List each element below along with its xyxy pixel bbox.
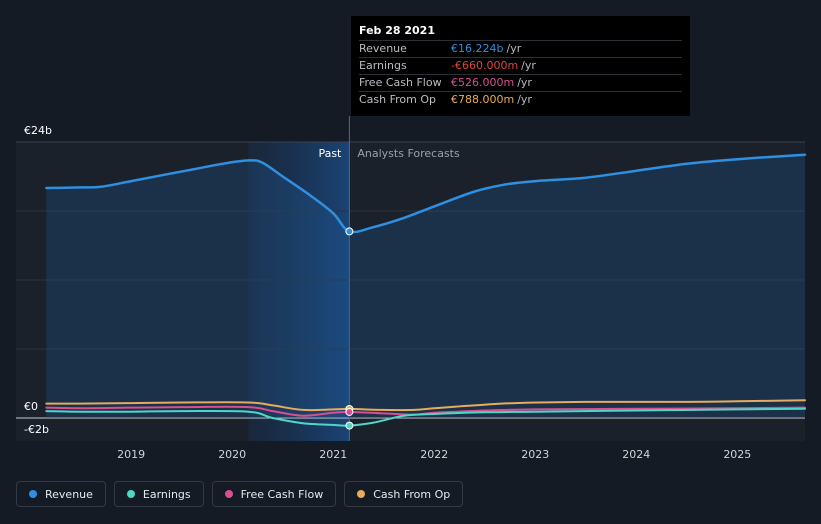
tooltip-row-cash-from-op: Cash From Op €788.000m /yr — [359, 91, 682, 108]
forecast-label: Analysts Forecasts — [357, 147, 460, 160]
legend-dot-icon — [224, 490, 233, 498]
legend: Revenue Earnings Free Cash Flow Cash Fro… — [16, 481, 464, 507]
tooltip-label: Earnings — [359, 59, 407, 72]
y-axis-label: -€2b — [24, 423, 49, 436]
legend-dot-icon — [126, 490, 135, 498]
series-line-free-cash-flow — [45, 405, 806, 417]
legend-item-cash-from-op[interactable]: Cash From Op — [344, 481, 464, 507]
tooltip-label: Cash From Op — [359, 93, 437, 106]
series-line-revenue — [45, 153, 807, 234]
x-axis-tick-label: 2022 — [420, 448, 448, 461]
legend-dot-icon — [29, 490, 37, 498]
legend-item-revenue[interactable]: Revenue — [16, 481, 106, 507]
y-axis-label: €24b — [24, 124, 52, 137]
legend-dot-icon — [357, 490, 366, 498]
x-axis-tick-label: 2020 — [218, 448, 246, 461]
y-axis-label: €0 — [24, 400, 38, 413]
tooltip-row-free-cash-flow: Free Cash Flow €526.000m /yr — [359, 74, 682, 91]
marker-free-cash-flow — [345, 407, 354, 416]
x-axis-tick-label: 2025 — [723, 448, 751, 461]
tooltip-value: €526.000m — [451, 76, 515, 89]
tooltip-label: Free Cash Flow — [359, 76, 442, 89]
legend-label: Free Cash Flow — [240, 487, 324, 501]
tooltip-value: €788.000m — [451, 93, 515, 106]
x-axis-tick-label: 2024 — [622, 448, 650, 461]
legend-label: Cash From Op — [373, 487, 451, 501]
series-line-cash-from-op — [45, 399, 806, 412]
tooltip-date: Feb 28 2021 — [359, 24, 435, 37]
marker-revenue — [345, 227, 354, 236]
marker-earnings — [345, 421, 354, 430]
x-axis-tick-label: 2021 — [319, 448, 347, 461]
past-shaded-region — [248, 142, 350, 441]
tooltip-unit: /yr — [506, 42, 522, 55]
series-line-earnings — [45, 407, 806, 427]
x-axis-tick-label: 2023 — [521, 448, 549, 461]
tooltip-value: €16.224b — [451, 42, 504, 55]
x-axis-tick-label: 2019 — [117, 448, 145, 461]
legend-item-earnings[interactable]: Earnings — [113, 481, 204, 507]
tooltip-row-revenue: Revenue €16.224b /yr — [359, 40, 682, 57]
legend-label: Earnings — [142, 487, 191, 501]
tooltip-unit: /yr — [517, 93, 532, 106]
tooltip-unit: /yr — [517, 76, 532, 89]
plot-background — [16, 142, 805, 441]
revenue-area — [46, 154, 806, 418]
tooltip-row-earnings: Earnings -€660.000m /yr — [359, 57, 682, 74]
tooltip-label: Revenue — [359, 42, 407, 55]
tooltip-unit: /yr — [521, 59, 536, 72]
legend-label: Revenue — [45, 487, 93, 501]
past-label: Past — [318, 147, 342, 160]
tooltip-panel: Feb 28 2021 Revenue €16.224b /yr Earning… — [351, 16, 690, 116]
legend-item-free-cash-flow[interactable]: Free Cash Flow — [211, 481, 337, 507]
tooltip-value: -€660.000m — [451, 59, 519, 72]
